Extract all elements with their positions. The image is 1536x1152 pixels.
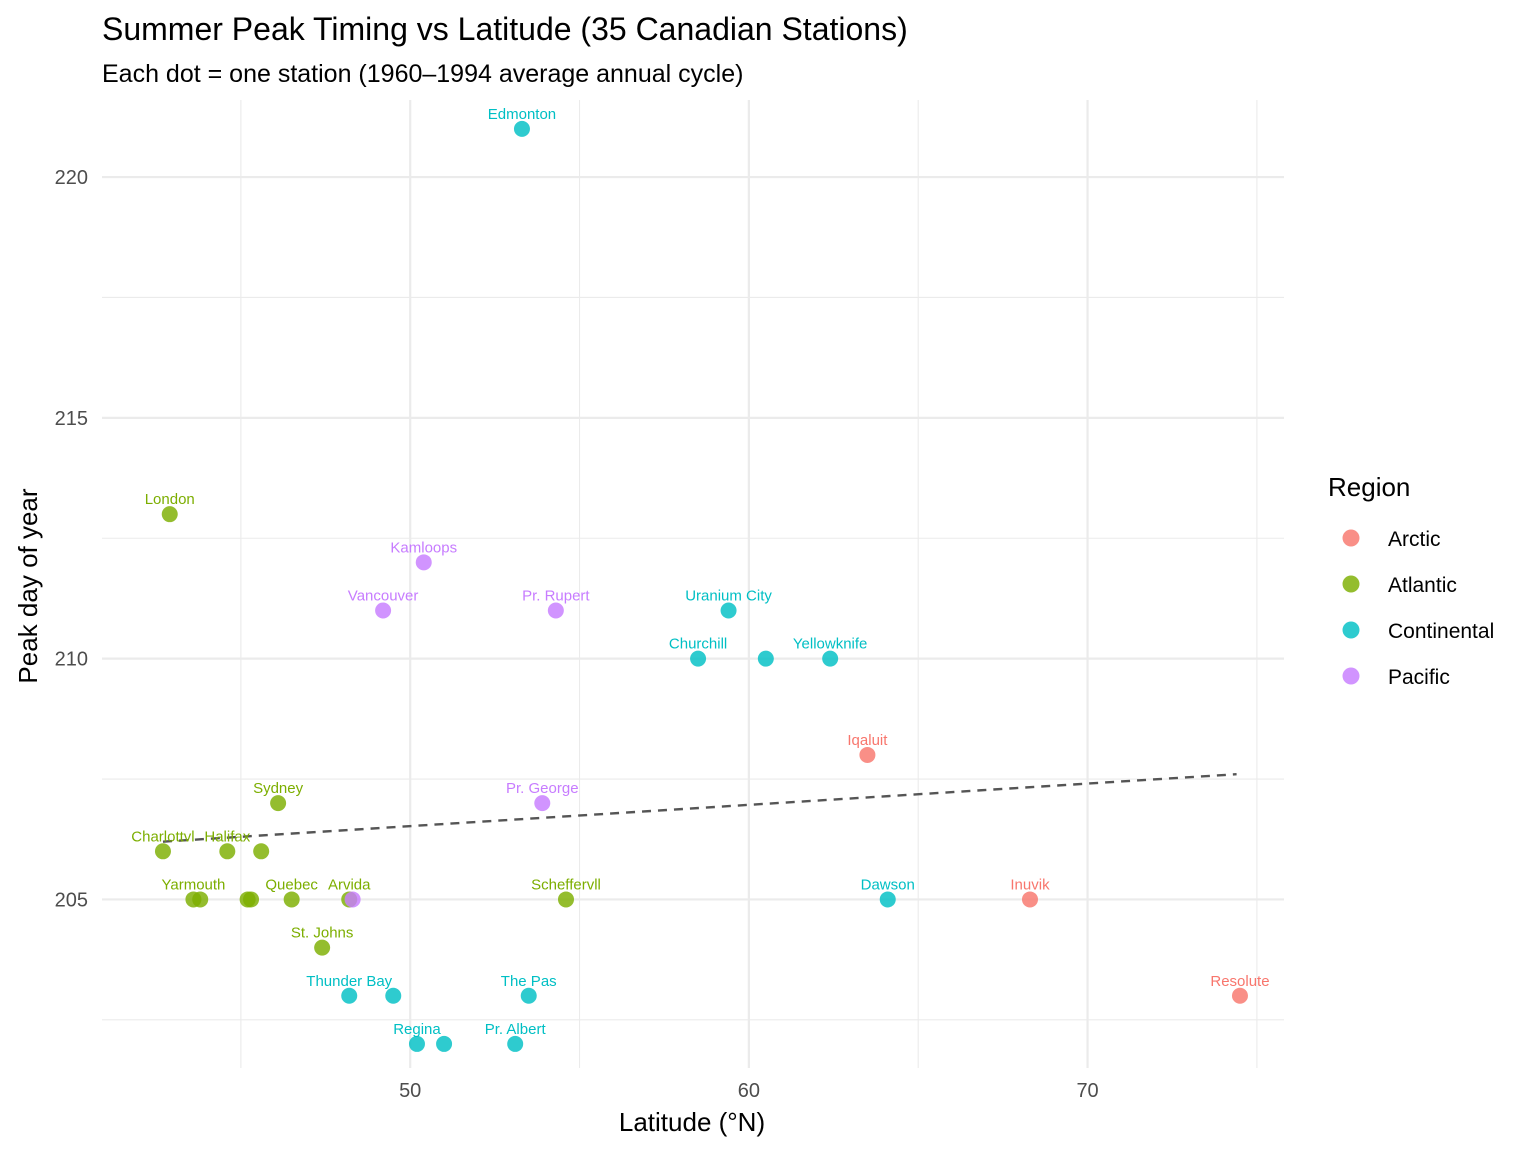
point-label: Churchill (669, 636, 727, 653)
point-label: Scheffervll (531, 876, 601, 893)
data-point (344, 891, 361, 908)
point-label: Arvida (328, 876, 371, 893)
point-label: Yellowknife (793, 636, 868, 653)
point-label: The Pas (501, 973, 557, 990)
data-point (1021, 891, 1038, 908)
chart-subtitle: Each dot = one station (1960–1994 averag… (102, 60, 743, 88)
axes: 205 210 215 220 50 60 70 (55, 167, 1099, 1102)
point-label: Pr. Rupert (522, 587, 590, 604)
data-point (192, 891, 209, 908)
data-point (253, 843, 270, 860)
point-label: London (145, 491, 195, 508)
y-axis-title: Peak day of year (13, 488, 43, 683)
data-point (690, 650, 707, 667)
chart-title: Summer Peak Timing vs Latitude (35 Canad… (102, 11, 908, 47)
data-point (408, 1035, 425, 1052)
point-label: Resolute (1210, 973, 1269, 990)
data-point (270, 795, 287, 812)
data-point (879, 891, 896, 908)
point-label: Quebec (265, 876, 318, 893)
point-label: Halifax (204, 828, 250, 845)
point-label: Inuvik (1010, 876, 1050, 893)
data-point (219, 843, 236, 860)
point-label: Pr. Albert (485, 1021, 547, 1038)
point-label: Vancouver (348, 587, 419, 604)
data-point (243, 891, 260, 908)
data-point (557, 891, 574, 908)
legend-swatch (1342, 529, 1360, 547)
data-point (534, 795, 551, 812)
data-point (513, 120, 530, 137)
y-tick-label: 215 (55, 408, 88, 430)
x-axis-title: Latitude (°N) (619, 1107, 765, 1137)
data-point (547, 602, 564, 619)
y-tick-label: 210 (55, 649, 88, 671)
legend-swatch (1342, 667, 1360, 685)
legend: Region Arctic Atlantic Continental Pacific (1328, 472, 1494, 689)
x-tick-label: 70 (1076, 1080, 1098, 1102)
point-label: Charlottvl (131, 828, 194, 845)
data-point (757, 650, 774, 667)
point-label: Iqaluit (847, 732, 888, 749)
legend-label: Continental (1388, 620, 1494, 643)
data-point (436, 1035, 453, 1052)
data-point (822, 650, 839, 667)
legend-label: Atlantic (1388, 574, 1457, 597)
data-point (415, 554, 432, 571)
data-point (720, 602, 737, 619)
data-point (341, 987, 358, 1004)
point-label: Yarmouth (161, 876, 225, 893)
data-point (161, 506, 178, 523)
legend-title: Region (1328, 472, 1410, 502)
data-point (859, 746, 876, 763)
y-tick-label: 220 (55, 167, 88, 189)
data-point (520, 987, 537, 1004)
legend-label: Arctic (1388, 528, 1441, 551)
point-label: Pr. George (506, 780, 579, 797)
y-tick-label: 205 (55, 889, 88, 911)
data-point (1231, 987, 1248, 1004)
point-label: Kamloops (390, 539, 457, 556)
legend-label: Pacific (1388, 666, 1450, 689)
point-label: Edmonton (488, 106, 556, 123)
data-point (283, 891, 300, 908)
data-point (154, 843, 171, 860)
point-label: Sydney (253, 780, 304, 797)
point-label: St. Johns (291, 925, 354, 942)
data-point (385, 987, 402, 1004)
point-label: Dawson (861, 876, 915, 893)
x-tick-label: 50 (399, 1080, 421, 1102)
point-label: Uranium City (685, 587, 772, 604)
legend-swatch (1342, 621, 1360, 639)
data-point (507, 1035, 524, 1052)
points-layer (154, 120, 1248, 1052)
legend-items: Arctic Atlantic Continental Pacific (1342, 528, 1494, 689)
trend-layer (162, 773, 1237, 843)
trend-line (162, 773, 1237, 843)
point-label: Thunder Bay (306, 973, 392, 990)
data-point (375, 602, 392, 619)
grid (102, 100, 1284, 1068)
point-label: Regina (393, 1021, 441, 1038)
point-labels-layer: Edmonton London Kamloops Vancouver Pr. Ruper… (131, 106, 1269, 1038)
x-tick-label: 60 (738, 1080, 760, 1102)
data-point (314, 939, 331, 956)
legend-swatch (1342, 575, 1360, 593)
